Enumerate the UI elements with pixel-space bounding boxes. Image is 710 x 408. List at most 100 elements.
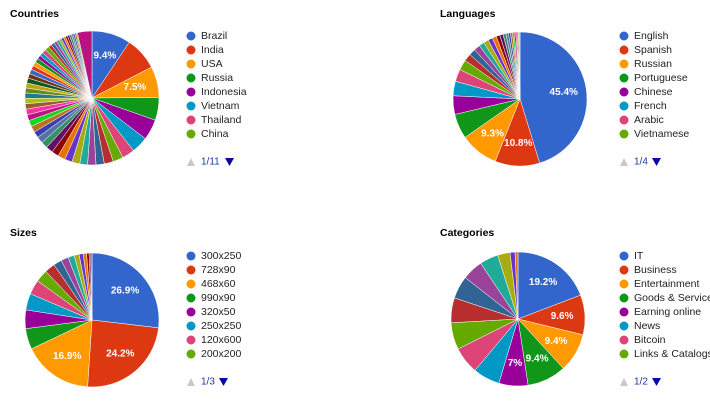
legend-swatch [186, 321, 196, 331]
slice-label: 24.2% [106, 349, 134, 360]
legend-label: 300x250 [201, 250, 241, 262]
pie-slice [91, 252, 160, 329]
legend-swatch [619, 31, 629, 41]
legend-label: USA [201, 58, 223, 70]
page-indicator: 1/3 [201, 377, 215, 388]
legend-label: Links & Catalogs [634, 348, 710, 360]
legend-swatch [186, 307, 196, 317]
legend-label: Entertainment [634, 278, 699, 290]
legend-label: Arabic [634, 114, 664, 126]
legend-label: Goods & Services [634, 292, 710, 304]
legend-label: Business [634, 264, 677, 276]
legend-label: IT [634, 250, 644, 262]
legend-swatch [619, 129, 629, 139]
chart-title: Countries [10, 8, 59, 20]
prev-page[interactable] [620, 378, 628, 386]
legend-label: India [201, 44, 224, 56]
legend-label: 320x50 [201, 306, 236, 318]
legend-label: Russian [634, 58, 672, 70]
page-indicator: 1/11 [201, 157, 220, 168]
legend-swatch [186, 129, 196, 139]
pie-slice [517, 251, 581, 320]
slice-label: 26.9% [111, 285, 139, 296]
pie-slice [77, 30, 93, 99]
legend-swatch [186, 279, 196, 289]
prev-page[interactable] [187, 158, 195, 166]
legend-label: Brazil [201, 30, 227, 42]
slice-label: 7% [508, 358, 523, 369]
legend-label: 728x90 [201, 264, 236, 276]
legend-swatch [186, 45, 196, 55]
legend-label: 200x200 [201, 348, 241, 360]
legend-swatch [186, 115, 196, 125]
legend-label: News [634, 320, 660, 332]
legend-label: French [634, 100, 667, 112]
legend-label: 120x600 [201, 334, 241, 346]
prev-page[interactable] [187, 378, 195, 386]
legend-label: 990x90 [201, 292, 236, 304]
next-page[interactable] [652, 158, 661, 166]
pie-slice [514, 251, 519, 320]
legend-swatch [619, 279, 629, 289]
chart-title: Sizes [10, 227, 37, 239]
legend-label: Russia [201, 72, 233, 84]
legend-swatch [186, 293, 196, 303]
legend-label: Portuguese [634, 72, 688, 84]
next-page[interactable] [219, 378, 228, 386]
legend-swatch [186, 87, 196, 97]
slice-label: 19.2% [529, 277, 557, 288]
pie-slice [31, 319, 93, 388]
legend-label: Chinese [634, 86, 673, 98]
slice-label: 45.4% [550, 87, 578, 98]
legend-swatch [619, 321, 629, 331]
legend-label: Vietnamese [634, 128, 689, 140]
legend-label: Indonesia [201, 86, 247, 98]
next-page[interactable] [652, 378, 661, 386]
legend-label: Earning online [634, 306, 701, 318]
next-page[interactable] [225, 158, 234, 166]
legend-swatch [186, 101, 196, 111]
legend-label: Thailand [201, 114, 241, 126]
slice-label: 9.4% [93, 50, 116, 61]
legend-swatch [619, 45, 629, 55]
legend-label: China [201, 128, 229, 140]
legend-swatch [186, 349, 196, 359]
legend-swatch [619, 59, 629, 69]
legend-label: English [634, 30, 669, 42]
legend-swatch [619, 251, 629, 261]
legend-swatch [619, 101, 629, 111]
chart-title: Categories [440, 227, 494, 239]
legend-swatch [186, 73, 196, 83]
legend-label: Vietnam [201, 100, 240, 112]
legend-swatch [619, 349, 629, 359]
legend-swatch [619, 115, 629, 125]
pie-slice [519, 31, 588, 164]
page-indicator: 1/2 [634, 377, 648, 388]
pie-slice [90, 252, 93, 321]
legend-swatch [619, 307, 629, 317]
legend-swatch [619, 335, 629, 345]
legend-swatch [186, 335, 196, 345]
legend-swatch [619, 73, 629, 83]
page-indicator: 1/4 [634, 157, 648, 168]
legend-swatch [186, 31, 196, 41]
legend-label: 468x60 [201, 278, 236, 290]
legend-swatch [619, 87, 629, 97]
slice-label: 9.4% [526, 354, 549, 365]
pie-slice [518, 31, 521, 100]
legend-label: 250x250 [201, 320, 241, 332]
legend-label: Spanish [634, 44, 672, 56]
legend-swatch [186, 59, 196, 69]
prev-page[interactable] [620, 158, 628, 166]
slice-label: 9.6% [551, 311, 574, 322]
slice-label: 9.3% [481, 128, 504, 139]
slice-label: 10.8% [504, 138, 532, 149]
legend-swatch [186, 265, 196, 275]
legend-swatch [186, 251, 196, 261]
pie-slice [87, 319, 159, 388]
slice-label: 16.9% [53, 351, 81, 362]
legend-label: Bitcoin [634, 334, 666, 346]
slice-label: 7.5% [124, 82, 147, 93]
legend-swatch [619, 265, 629, 275]
